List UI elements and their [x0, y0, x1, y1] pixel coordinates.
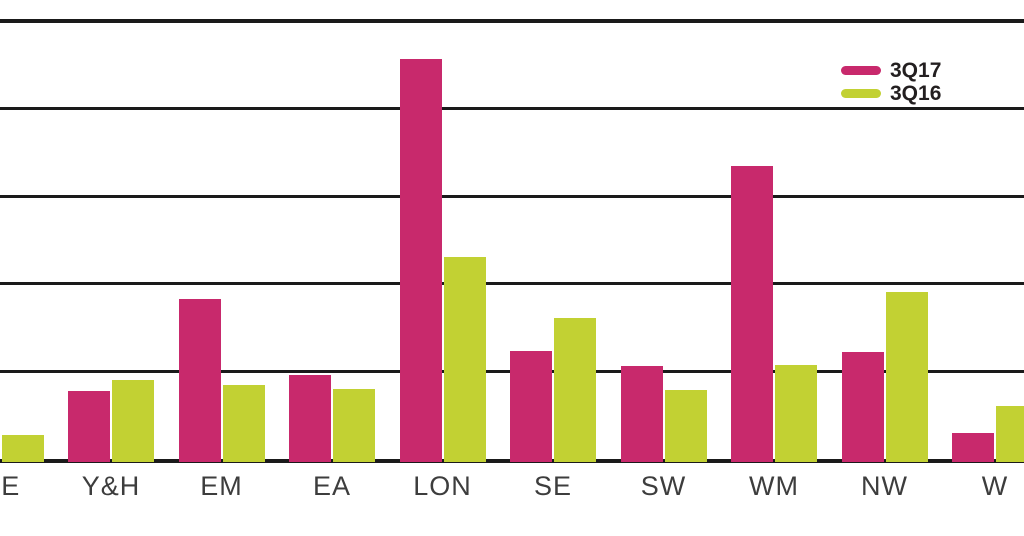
bar-3q17-em [178, 298, 221, 463]
x-axis-label-se: SE [533, 471, 573, 501]
legend-swatch-3q17 [841, 66, 881, 75]
gridline-400 [0, 106, 1024, 110]
bar-3q17-se [510, 350, 552, 463]
bar-3q16-yandh [112, 380, 154, 463]
bar-3q16-lon [443, 256, 486, 463]
bar-3q17-nw [841, 351, 884, 463]
bar-3q17-lon [399, 59, 442, 463]
bar-3q17-wm [731, 166, 773, 463]
x-axis-label-em: EM [200, 471, 243, 501]
x-axis-label-yandh: Y&H [81, 471, 141, 501]
bar-3q17-ea [289, 375, 331, 463]
chart-top-border [0, 18, 1024, 23]
bar-3q16-ea [333, 389, 375, 463]
legend-label-3q17: 3Q17 [890, 59, 942, 82]
bar-3q16-sw [664, 390, 707, 463]
bar-3q16-ne [1, 434, 44, 463]
x-axis-label-ne: NE [0, 471, 21, 501]
bar-3q16-w [996, 405, 1024, 463]
bar-3q16-em [222, 384, 265, 463]
legend-item-3q16: 3Q16 [841, 83, 941, 104]
bar-3q17-sw [620, 365, 663, 463]
bar-3q17-w [952, 433, 994, 463]
legend-item-3q17: 3Q17 [841, 60, 941, 81]
x-axis-label-nw: NW [861, 471, 908, 501]
x-axis-label-wm: WM [749, 471, 799, 501]
bar-3q16-nw [885, 291, 928, 463]
bar-3q17-yandh [68, 391, 110, 463]
x-axis-label-w: W [981, 471, 1009, 501]
x-axis-label-lon: LON [413, 471, 472, 501]
gridline-200 [0, 282, 1024, 286]
x-axis-label-ea: EA [312, 471, 352, 501]
bar-3q16-se [554, 318, 596, 463]
legend-swatch-3q16 [841, 89, 881, 98]
bar-3q16-wm [775, 364, 817, 463]
x-axis-label-sw: SW [640, 471, 687, 501]
gridline-300 [0, 194, 1024, 198]
legend-label-3q16: 3Q16 [890, 82, 942, 105]
